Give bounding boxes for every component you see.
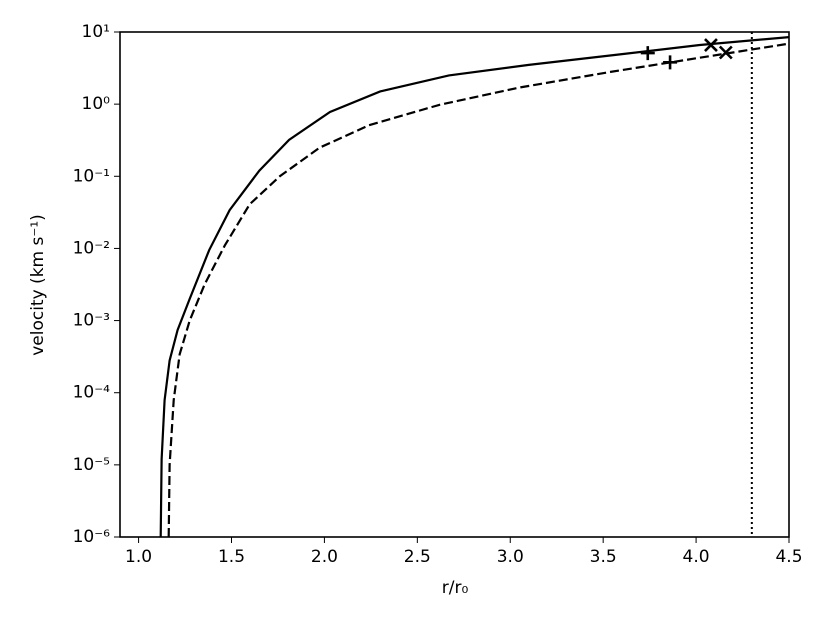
y-tick-label: 10⁻¹	[73, 166, 110, 186]
y-tick-label: 10⁻⁴	[73, 383, 111, 403]
x-tick-label: 1.5	[218, 547, 245, 567]
y-tick-label: 10⁻³	[73, 311, 110, 331]
x-tick-label: 3.0	[497, 547, 524, 567]
point-marker	[704, 38, 718, 52]
point-marker	[718, 45, 733, 60]
y-tick-label: 10¹	[82, 22, 110, 42]
y-tick-label: 10⁻²	[73, 238, 110, 258]
x-tick-label: 4.5	[775, 547, 802, 567]
plot-frame	[119, 31, 790, 538]
y-axis-label: velocity (km s⁻¹)	[28, 214, 48, 356]
x-tick-label: 2.0	[311, 547, 338, 567]
point-marker	[663, 55, 678, 70]
data-line	[167, 42, 790, 538]
data-line	[159, 35, 790, 538]
x-tick-label: 2.5	[404, 547, 431, 567]
y-tick-label: 10⁰	[82, 94, 111, 114]
x-tick-label: 3.5	[590, 547, 617, 567]
x-tick-label: 1.0	[125, 547, 152, 567]
x-tick-label: 4.0	[683, 547, 710, 567]
y-tick-label: 10⁻⁶	[73, 527, 111, 547]
x-axis-label: r/r₀	[442, 578, 469, 598]
point-marker	[640, 46, 655, 61]
y-tick-label: 10⁻⁵	[73, 455, 110, 475]
